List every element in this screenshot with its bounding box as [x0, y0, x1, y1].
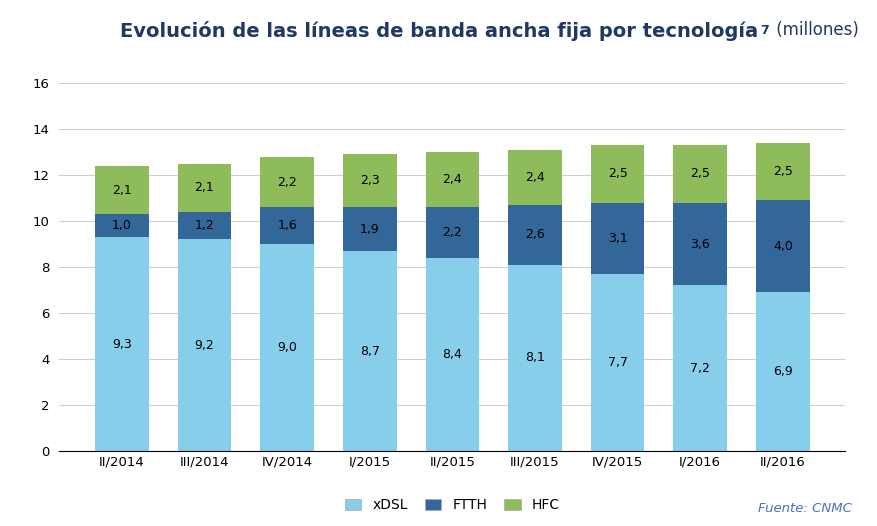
Bar [343, 207, 396, 251]
Bar [673, 203, 726, 286]
Bar [343, 251, 396, 451]
Text: 1,9: 1,9 [360, 222, 379, 236]
Text: 9,3: 9,3 [112, 338, 132, 351]
Bar [177, 164, 231, 212]
Bar [425, 152, 479, 207]
Bar [673, 286, 726, 451]
Text: 7,2: 7,2 [689, 362, 709, 375]
Text: 2,4: 2,4 [442, 173, 461, 186]
Text: 2,6: 2,6 [524, 228, 545, 241]
Bar [755, 200, 809, 292]
Bar [425, 207, 479, 258]
Text: 9,0: 9,0 [277, 341, 296, 354]
Bar [260, 244, 314, 451]
Text: 2,5: 2,5 [772, 165, 792, 178]
Text: 7: 7 [759, 24, 767, 37]
Text: 2,3: 2,3 [360, 174, 379, 187]
Text: 2,2: 2,2 [442, 226, 461, 239]
Text: 1,0: 1,0 [111, 219, 132, 232]
Text: 8,7: 8,7 [360, 345, 380, 358]
Bar [177, 212, 231, 239]
Bar [343, 155, 396, 207]
Bar [673, 145, 726, 203]
Text: 2,5: 2,5 [689, 167, 709, 180]
Bar [590, 274, 644, 451]
Bar [508, 150, 561, 205]
Bar [590, 203, 644, 274]
Bar [755, 292, 809, 451]
Text: 6,9: 6,9 [772, 365, 792, 378]
Text: 1,6: 1,6 [277, 219, 296, 232]
Text: 9,2: 9,2 [195, 339, 214, 352]
Bar [590, 145, 644, 203]
Text: 3,1: 3,1 [607, 232, 627, 245]
Text: 2,2: 2,2 [277, 176, 296, 188]
Bar [508, 205, 561, 265]
Text: 3,6: 3,6 [689, 238, 709, 250]
Bar [425, 258, 479, 451]
Text: Fuente: CNMC: Fuente: CNMC [757, 502, 851, 515]
Bar [508, 265, 561, 451]
Bar [95, 214, 148, 237]
Text: 2,1: 2,1 [112, 184, 132, 197]
Text: (millones): (millones) [770, 21, 858, 39]
Text: 2,4: 2,4 [524, 171, 545, 184]
Text: 8,4: 8,4 [442, 348, 462, 361]
Text: 8,1: 8,1 [524, 351, 545, 365]
Bar [755, 143, 809, 200]
Bar [260, 157, 314, 207]
Bar [95, 166, 148, 214]
Bar [260, 207, 314, 244]
Text: 7,7: 7,7 [607, 356, 627, 369]
Text: 2,5: 2,5 [607, 167, 627, 180]
Legend: xDSL, FTTH, HFC: xDSL, FTTH, HFC [339, 492, 565, 518]
Text: 1,2: 1,2 [195, 219, 214, 232]
Text: 4,0: 4,0 [772, 240, 792, 253]
Bar [177, 239, 231, 451]
Text: 2,1: 2,1 [195, 181, 214, 194]
Bar [95, 237, 148, 451]
Text: Evolución de las líneas de banda ancha fija por tecnología: Evolución de las líneas de banda ancha f… [120, 21, 757, 41]
